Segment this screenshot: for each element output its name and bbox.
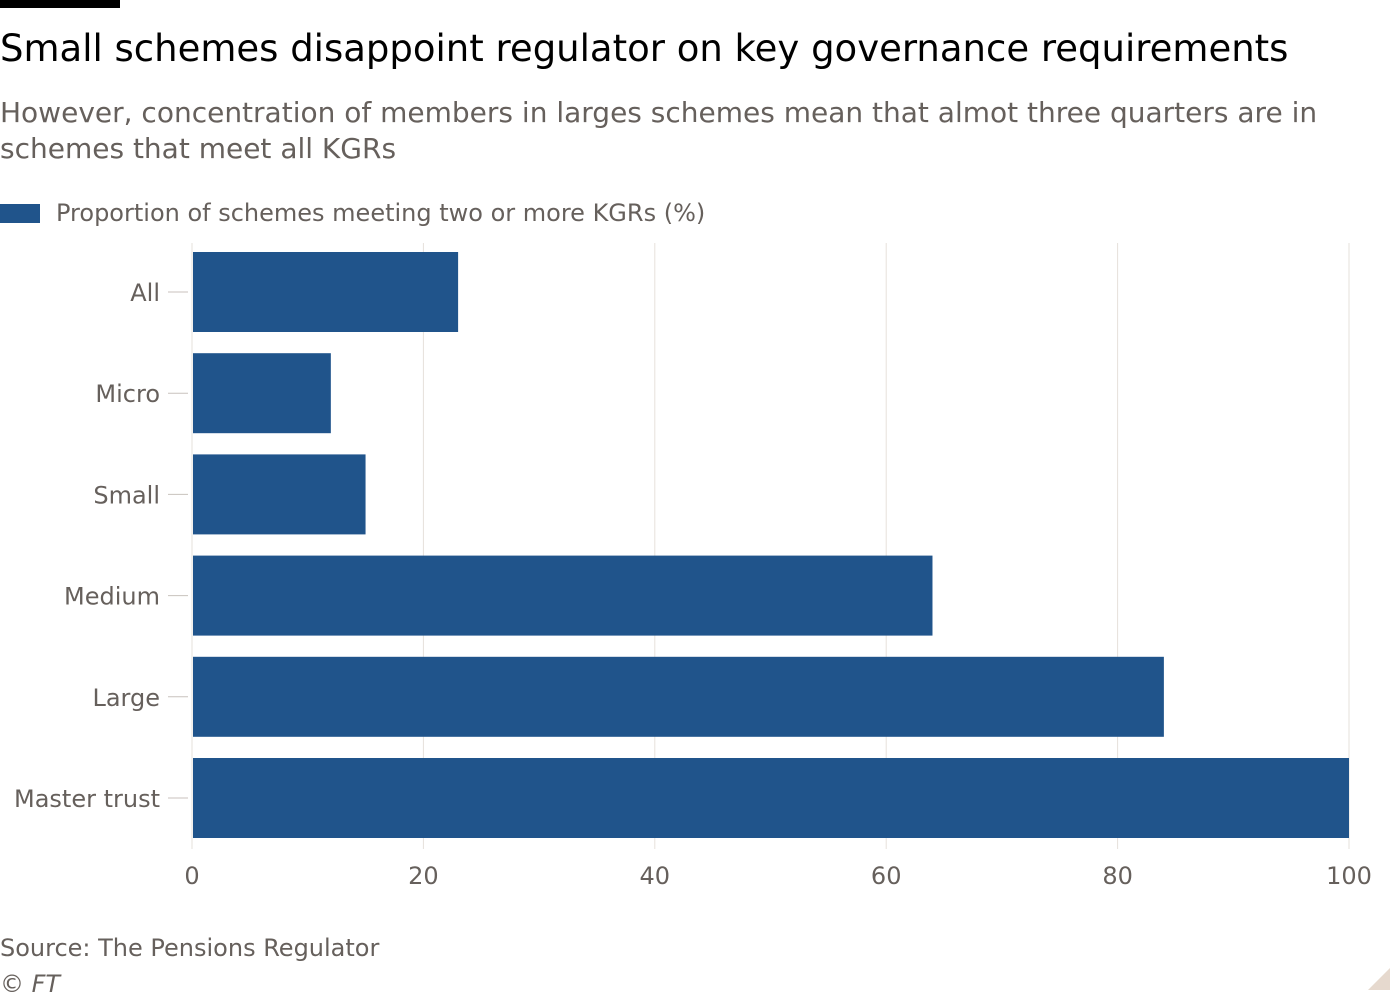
legend: Proportion of schemes meeting two or mor…	[0, 196, 705, 230]
chart-title: Small schemes disappoint regulator on ke…	[0, 27, 1289, 70]
x-tick-label: 20	[408, 862, 439, 890]
chart-subtitle: However, concentration of members in lar…	[0, 96, 1318, 165]
x-tick-label: 60	[871, 862, 902, 890]
source-note: Source: The Pensions Regulator	[0, 934, 380, 962]
copyright: © FT	[0, 970, 61, 998]
category-label: Micro	[95, 380, 160, 408]
legend-label: Proportion of schemes meeting two or mor…	[56, 199, 706, 227]
x-tick-label: 0	[184, 862, 199, 890]
bar	[193, 758, 1349, 838]
bar	[193, 656, 1164, 737]
x-tick-label: 80	[1102, 862, 1133, 890]
top-rule	[0, 0, 120, 8]
x-tick-label: 100	[1326, 862, 1372, 890]
category-label: Medium	[64, 583, 160, 611]
bar	[193, 252, 459, 332]
corner-mark	[1368, 968, 1390, 990]
bar	[193, 454, 366, 535]
category-label: Small	[93, 481, 160, 509]
x-tick-label: 40	[640, 862, 671, 890]
legend-swatch	[0, 203, 40, 223]
category-label: All	[130, 279, 160, 307]
category-label: Large	[92, 684, 160, 712]
bar	[193, 353, 331, 434]
bar	[193, 555, 933, 636]
category-label: Master trust	[14, 785, 160, 813]
